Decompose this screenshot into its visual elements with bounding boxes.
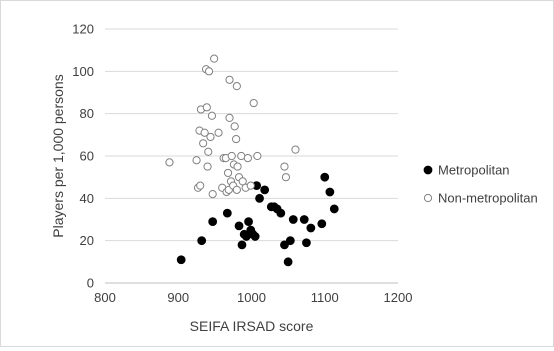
data-points xyxy=(165,54,339,267)
non-metropolitan-point xyxy=(280,162,289,171)
non-metropolitan-point xyxy=(232,134,241,144)
non-metropolitan-point xyxy=(225,75,234,84)
non-metropolitan-point xyxy=(233,162,242,171)
y-axis-title: Players per 1,000 persons xyxy=(50,74,66,237)
y-tick-labels: 0 20 40 60 80 100 120 xyxy=(72,22,94,291)
metropolitan-point xyxy=(260,185,270,195)
x-tick-label: 800 xyxy=(94,290,116,305)
metropolitan-point xyxy=(302,238,311,248)
non-metropolitan-point xyxy=(203,162,212,171)
x-tick-label: 900 xyxy=(167,290,189,305)
non-metropolitan-point xyxy=(223,168,233,178)
legend: Metropolitan Non-metropolitan xyxy=(423,163,538,206)
non-metropolitan-point xyxy=(202,103,211,112)
y-tick-label: 40 xyxy=(80,191,94,206)
metropolitan-point xyxy=(244,217,253,227)
metropolitan-point xyxy=(197,236,207,246)
non-metropolitan-point xyxy=(227,151,236,161)
non-metropolitan-point xyxy=(232,82,241,91)
legend-label-metropolitan: Metropolitan xyxy=(438,163,510,178)
legend-marker-non-metropolitan xyxy=(423,193,433,203)
non-metropolitan-point xyxy=(199,139,208,148)
metropolitan-point xyxy=(176,255,186,265)
non-metropolitan-point xyxy=(208,190,217,199)
non-metropolitan-point xyxy=(210,54,219,63)
x-tick-labels: 800 900 1000 1100 1200 xyxy=(94,290,412,305)
y-tick-label: 0 xyxy=(87,276,94,291)
non-metropolitan-point xyxy=(249,98,258,108)
y-tick-label: 100 xyxy=(72,64,94,79)
y-tick-label: 60 xyxy=(80,149,94,164)
metropolitan-point xyxy=(317,219,327,229)
x-tick-label: 1000 xyxy=(237,290,266,305)
non-metropolitan-point xyxy=(246,181,255,190)
legend-label-non-metropolitan: Non-metropolitan xyxy=(438,191,538,206)
non-metropolitan-point xyxy=(232,185,241,194)
y-tick-label: 80 xyxy=(80,106,94,121)
metropolitan-point xyxy=(222,208,232,218)
metropolitan-point xyxy=(208,217,218,227)
metropolitan-point xyxy=(306,223,316,233)
metropolitan-point xyxy=(237,240,247,250)
non-metropolitan-point xyxy=(214,128,223,137)
non-metropolitan-point xyxy=(230,122,239,131)
non-metropolitan-point xyxy=(196,181,205,190)
non-metropolitan-point xyxy=(200,128,209,137)
metropolitan-point xyxy=(325,187,335,197)
y-tick-label: 120 xyxy=(72,22,94,37)
gridlines xyxy=(105,28,398,242)
scatter-chart: 800 900 1000 1100 1200 0 20 40 60 80 100 120 SEIFA… xyxy=(50,22,538,335)
metropolitan-point xyxy=(299,215,309,224)
non-metropolitan-point xyxy=(225,113,234,123)
non-metropolitan-point xyxy=(204,147,213,156)
metropolitan-point xyxy=(288,215,298,224)
metropolitan-point xyxy=(280,240,289,250)
metropolitan-point xyxy=(255,193,264,203)
metropolitan-point xyxy=(285,236,295,246)
non-metropolitan-point xyxy=(207,111,217,120)
metropolitan-point xyxy=(250,232,260,241)
legend-marker-metropolitan xyxy=(423,165,433,175)
x-axis-title: SEIFA IRSAD score xyxy=(190,318,314,334)
metropolitan-point xyxy=(276,208,286,218)
x-tick-label: 1100 xyxy=(311,290,339,305)
non-metropolitan-point xyxy=(192,156,201,165)
non-metropolitan-point xyxy=(206,132,215,142)
metropolitan-point xyxy=(329,204,339,214)
non-metropolitan-point xyxy=(253,151,262,161)
metropolitan-point xyxy=(320,172,330,182)
x-tick-label: 1200 xyxy=(384,290,413,305)
metropolitan-point xyxy=(283,257,293,267)
metropolitan-point xyxy=(234,221,244,231)
y-tick-label: 20 xyxy=(80,233,94,248)
non-metropolitan-point xyxy=(281,173,291,182)
non-metropolitan-point xyxy=(165,158,174,167)
non-metropolitan-point xyxy=(204,67,214,76)
non-metropolitan-point xyxy=(291,145,300,154)
non-metropolitan-point xyxy=(243,154,252,163)
